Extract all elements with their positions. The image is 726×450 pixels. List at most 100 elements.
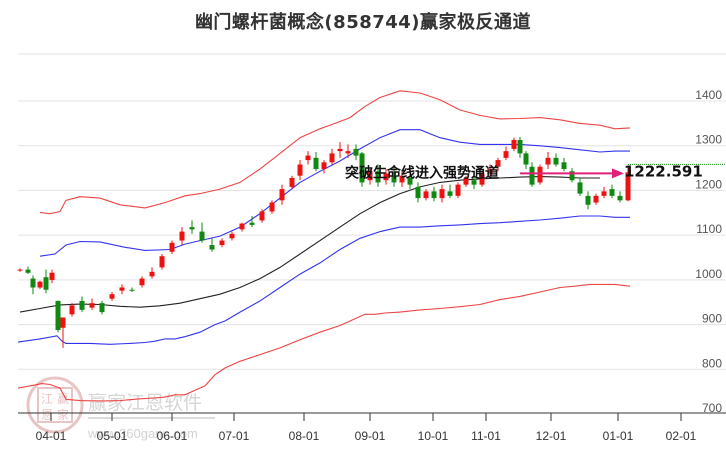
axes: 700 800 900 1000 1100 1200 1300 1400 04-01 05-01 0… [18, 88, 726, 443]
candle [119, 287, 125, 291]
candle [297, 164, 303, 176]
candle [553, 157, 559, 165]
candle [617, 195, 623, 201]
y-tick-label: 1300 [695, 133, 722, 147]
candle [625, 172, 631, 201]
candle [407, 177, 413, 185]
candle [585, 195, 591, 205]
candle [415, 186, 421, 199]
candle [545, 157, 551, 165]
candle [149, 271, 155, 277]
y-tick-label: 900 [702, 312, 722, 326]
candle [43, 277, 49, 290]
y-tick-label: 700 [702, 401, 722, 415]
candle [219, 240, 225, 246]
candle [289, 177, 295, 187]
candle [139, 278, 145, 286]
candle [259, 211, 265, 221]
candle [517, 139, 523, 154]
candle [189, 227, 195, 230]
y-tick-label: 1400 [695, 88, 722, 102]
arrow-head-icon [612, 168, 624, 179]
candle [463, 177, 469, 185]
watermark-seal-char: 恩 [41, 408, 53, 422]
y-tick-label: 1200 [695, 177, 722, 191]
candle [269, 202, 275, 212]
candle [503, 151, 509, 158]
candle [345, 151, 351, 154]
candles [17, 136, 631, 348]
candle [601, 191, 607, 196]
candle [329, 153, 335, 163]
channel-bands [17, 90, 631, 402]
inner-lower-band-line [17, 215, 630, 345]
outer-lower-band-line [17, 283, 631, 402]
x-tick-label: 04-01 [36, 429, 67, 443]
candle [529, 166, 535, 185]
candle [229, 233, 235, 239]
candle [487, 169, 493, 174]
candle [199, 231, 205, 241]
candle [169, 242, 175, 252]
candle [455, 184, 461, 196]
annotation-overlay: 突破生命线进入强势通道 1222.591 [345, 162, 726, 181]
candle [431, 191, 437, 199]
candle [391, 175, 397, 183]
candle [471, 180, 477, 185]
candle [89, 303, 95, 308]
candle [30, 278, 36, 288]
x-tick-label: 07-01 [219, 429, 250, 443]
candle [129, 289, 135, 291]
candle [439, 189, 445, 199]
candle [399, 175, 405, 183]
x-tick-label: 11-01 [471, 429, 501, 443]
inner-upper-band-line [39, 129, 630, 257]
candle [279, 189, 285, 201]
candle [159, 256, 165, 268]
candle [69, 305, 75, 315]
watermark-url: www.360gann.com [87, 426, 198, 441]
candle [109, 294, 115, 299]
candle [577, 182, 583, 194]
candle [25, 269, 31, 273]
x-tick-label: 05-01 [97, 429, 128, 443]
x-tick-label: 10-01 [418, 429, 449, 443]
candle [249, 222, 255, 225]
candle [569, 171, 575, 181]
candle [209, 245, 215, 250]
watermark-brand: 赢家江恩软件 [88, 392, 202, 414]
x-tick-label: 08-01 [289, 429, 320, 443]
watermark: 江赢恩 家 赢家江恩软件 www.360gann.com [26, 376, 215, 441]
x-tick-label: 02-01 [666, 429, 697, 443]
signal-annotation: 突破生命线进入强势通道 [345, 164, 499, 181]
candle [37, 281, 43, 288]
outer-upper-band-line [39, 90, 631, 215]
candle [423, 191, 429, 199]
candle [511, 139, 517, 149]
x-tick-label: 12-01 [536, 429, 567, 443]
last-value-label: 1222.591 [624, 162, 703, 180]
candle [495, 160, 501, 167]
life-line-line [19, 176, 600, 313]
candle [305, 155, 311, 161]
candle [49, 272, 55, 280]
watermark-seal-char: 江 [41, 392, 53, 406]
candle [55, 300, 61, 330]
candle [79, 300, 85, 310]
x-tick-label: 06-01 [157, 429, 188, 443]
candle [383, 173, 389, 181]
candle [537, 166, 543, 183]
candle [561, 162, 567, 170]
x-tick-label: 01-01 [603, 429, 634, 443]
candle [239, 223, 245, 230]
candle [375, 171, 381, 183]
candle [313, 157, 319, 170]
grid-lines [18, 53, 726, 370]
candle [523, 153, 529, 165]
candle [60, 317, 66, 328]
candle [99, 303, 105, 313]
candle [353, 148, 359, 156]
chart-title: 幽门螺杆菌概念(858744)赢家极反通道 [194, 12, 532, 33]
x-tick-label: 09-01 [355, 429, 386, 443]
watermark-seal-char: 家 [57, 407, 69, 422]
